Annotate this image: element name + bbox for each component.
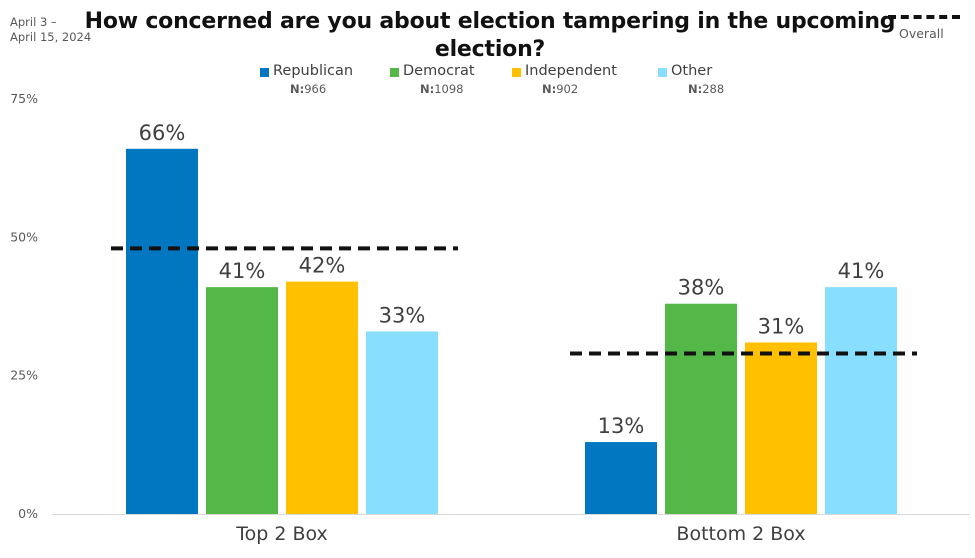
- series-legend: Republican N:966 Democrat N:1098 Indepen…: [0, 63, 975, 97]
- legend-name-democrat: Democrat: [403, 63, 475, 79]
- value-label-republican-top-2-box: 66%: [139, 121, 186, 145]
- legend-swatch-other: [658, 68, 667, 77]
- value-label-independent-bottom-2-box: 31%: [758, 314, 805, 338]
- bar-republican-bottom-2-box: [585, 442, 657, 514]
- legend-sample-size-other: N:288: [688, 82, 725, 96]
- overall-legend-dashed-line: [888, 15, 960, 19]
- legend-swatch-independent: [512, 68, 521, 77]
- date-range-line-2: April 15, 2024: [10, 30, 92, 44]
- bar-other-top-2-box: [366, 331, 438, 514]
- legend-name-independent: Independent: [525, 63, 617, 79]
- bar-independent-bottom-2-box: [745, 342, 817, 514]
- value-label-other-bottom-2-box: 41%: [838, 259, 885, 283]
- bar-other-bottom-2-box: [825, 287, 897, 514]
- bar-democrat-bottom-2-box: [665, 303, 737, 514]
- category-label-bottom-2-box: Bottom 2 Box: [676, 523, 805, 545]
- legend-sample-size-republican: N:966: [290, 82, 327, 96]
- value-label-independent-top-2-box: 42%: [299, 254, 346, 278]
- value-label-democrat-top-2-box: 41%: [219, 259, 266, 283]
- legend-sample-size-democrat: N:1098: [420, 82, 464, 96]
- overall-legend-label: Overall: [899, 26, 944, 41]
- y-tick-label-50: 50%: [10, 229, 38, 244]
- chart-title: How concerned are you about election tam…: [84, 9, 896, 62]
- value-label-democrat-bottom-2-box: 38%: [678, 276, 725, 300]
- bar-republican-top-2-box: [126, 148, 198, 515]
- y-tick-label-0: 0%: [18, 506, 38, 521]
- bar-independent-top-2-box: [286, 281, 358, 514]
- value-label-other-top-2-box: 33%: [379, 303, 426, 327]
- legend-name-other: Other: [671, 63, 713, 79]
- legend-swatch-democrat: [390, 68, 399, 77]
- date-range-note: April 3 – April 15, 2024: [10, 15, 91, 45]
- legend-swatch-republican: [260, 68, 269, 77]
- legend-sample-size-independent: N:902: [542, 82, 579, 96]
- y-tick-label-25: 25%: [10, 368, 38, 383]
- bar-democrat-top-2-box: [206, 287, 278, 514]
- legend-name-republican: Republican: [273, 63, 354, 79]
- category-label-top-2-box: Top 2 Box: [235, 523, 328, 545]
- overall-legend: Overall: [885, 12, 965, 44]
- date-range-line-1: April 3 –: [10, 15, 57, 29]
- y-tick-label-75: 75%: [10, 91, 38, 106]
- value-label-republican-bottom-2-box: 13%: [598, 414, 645, 438]
